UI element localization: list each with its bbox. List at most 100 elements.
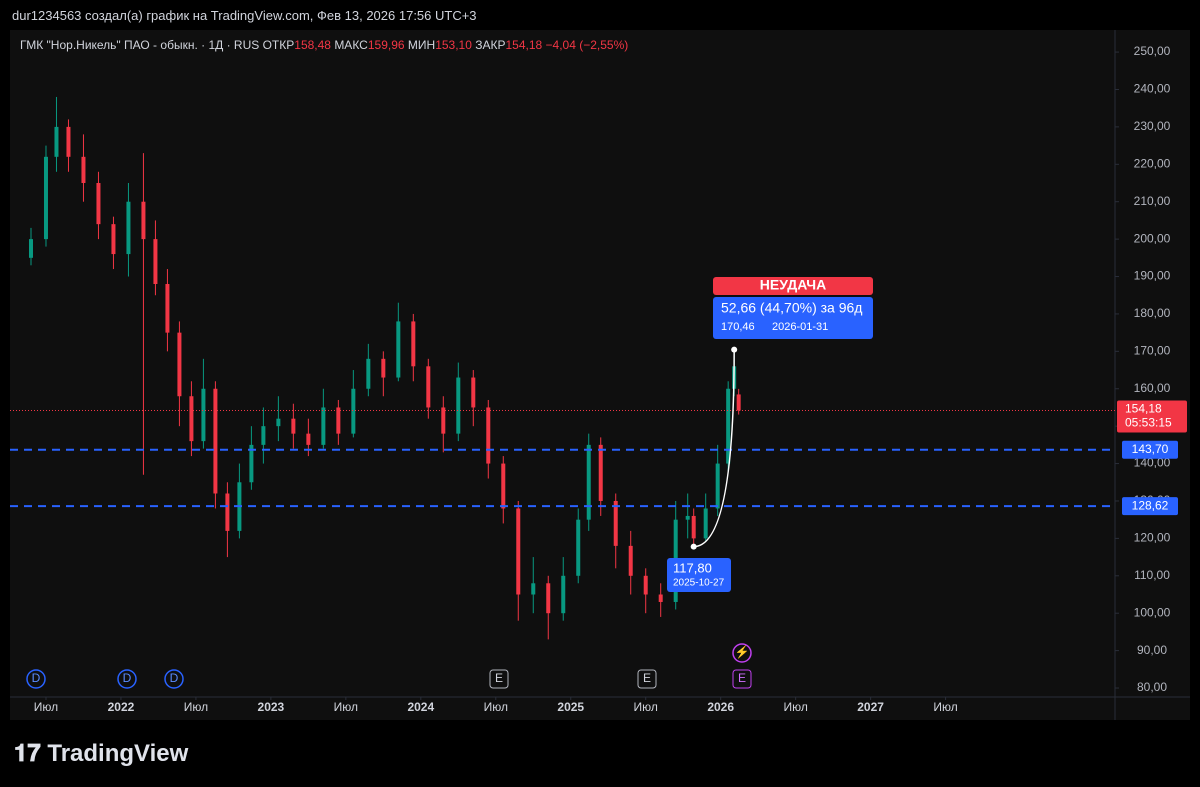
candle-body bbox=[306, 433, 311, 445]
candle-body bbox=[531, 583, 536, 595]
brand-logo[interactable]: 𝟏𝟕 TradingView bbox=[14, 740, 188, 768]
dividend-icon[interactable] bbox=[26, 669, 46, 689]
icon-glyph: E bbox=[643, 671, 651, 685]
candle-body bbox=[613, 500, 618, 546]
candle-body bbox=[471, 377, 476, 408]
candle-body bbox=[516, 508, 521, 595]
candle-body bbox=[561, 575, 566, 614]
candle-body bbox=[715, 463, 720, 509]
candle-body bbox=[291, 418, 296, 434]
candle-body bbox=[81, 156, 86, 184]
candle-body bbox=[486, 407, 491, 464]
close-label: ЗАКР bbox=[475, 38, 506, 52]
y-tick-label: 90,00 bbox=[1137, 643, 1167, 657]
high-value: 159,96 bbox=[367, 38, 405, 52]
y-tick-label: 240,00 bbox=[1134, 82, 1171, 96]
candle-body bbox=[28, 239, 33, 258]
symbol: ГМК "Нор.Никель" ПАО - обыкн. · 1Д · RUS bbox=[20, 38, 260, 52]
caption: dur1234563 создал(а) график на TradingVi… bbox=[12, 8, 477, 23]
candle-body bbox=[165, 284, 170, 333]
countdown: 05:53:15 bbox=[1125, 416, 1172, 430]
icon-glyph: ⚡ bbox=[735, 645, 750, 659]
candle-body bbox=[213, 388, 218, 494]
earnings-icon[interactable] bbox=[637, 669, 657, 689]
candle-body bbox=[586, 444, 591, 520]
status-box bbox=[713, 277, 873, 295]
measure-start bbox=[690, 543, 697, 550]
last-price-label: 154,18 bbox=[1125, 402, 1162, 416]
end-price: 170,46 bbox=[721, 321, 755, 333]
level-label: 143,70 bbox=[1132, 442, 1169, 456]
candle-body bbox=[126, 201, 131, 255]
x-tick-label: 2027 bbox=[857, 700, 884, 714]
candle-body bbox=[177, 332, 182, 397]
last-price-box bbox=[1117, 400, 1187, 433]
candle-body bbox=[54, 126, 59, 157]
x-tick-label: Июл bbox=[933, 700, 957, 714]
level-label: 128,62 bbox=[1132, 498, 1169, 512]
candle-body bbox=[426, 366, 431, 408]
y-tick-label: 140,00 bbox=[1134, 456, 1171, 470]
y-tick-label: 100,00 bbox=[1134, 605, 1171, 619]
y-tick-label: 190,00 bbox=[1134, 269, 1171, 283]
earnings-icon[interactable] bbox=[732, 669, 752, 689]
candle-body bbox=[261, 426, 266, 445]
low-value: 153,10 bbox=[435, 38, 472, 52]
level-label-box bbox=[1122, 497, 1178, 516]
low-label: МИН bbox=[407, 38, 436, 52]
icon-glyph: D bbox=[170, 671, 179, 685]
high-label: МАКС bbox=[334, 38, 368, 52]
events: D D D E E E ⚡ bbox=[26, 643, 752, 689]
earnings-icon[interactable] bbox=[489, 669, 509, 689]
icon-glyph: D bbox=[32, 671, 41, 685]
candle-body bbox=[96, 183, 101, 225]
brand-mark: 𝟏𝟕 bbox=[14, 740, 48, 767]
candle-body bbox=[643, 575, 648, 595]
y-tick-label: 180,00 bbox=[1134, 306, 1171, 320]
open-value: 158,48 bbox=[294, 38, 331, 52]
start-date: 2025-10-27 bbox=[673, 578, 725, 589]
candle-body bbox=[43, 156, 48, 240]
y-tick-label: 170,00 bbox=[1134, 344, 1171, 358]
candle-body bbox=[111, 224, 116, 255]
candle-body bbox=[501, 463, 506, 509]
legend-info: ГМК "Нор.Никель" ПАО - обыкн. · 1Д · RUS… bbox=[20, 38, 628, 52]
candle-body bbox=[691, 515, 696, 539]
y-tick-label: 160,00 bbox=[1134, 381, 1171, 395]
icon-glyph: D bbox=[123, 671, 132, 685]
open-label: ОТКР bbox=[262, 38, 295, 52]
y-tick-label: 110,00 bbox=[1134, 568, 1170, 582]
y-tick-label: 210,00 bbox=[1134, 194, 1171, 208]
candle-body bbox=[546, 583, 551, 614]
candle-body bbox=[576, 519, 581, 576]
y-tick-label: 120,00 bbox=[1134, 531, 1171, 545]
candle-body bbox=[396, 321, 401, 378]
change: −4,04 (−2,55%) bbox=[545, 38, 629, 52]
status-label: НЕУДАЧА bbox=[760, 277, 826, 293]
split-icon[interactable] bbox=[732, 643, 752, 663]
candle-body bbox=[336, 407, 341, 434]
start-price: 117,80 bbox=[673, 560, 712, 575]
candle-body bbox=[201, 388, 206, 442]
candle-body bbox=[381, 358, 386, 378]
candle-body bbox=[685, 515, 690, 520]
dividend-icon[interactable] bbox=[164, 669, 184, 689]
candle-body bbox=[598, 444, 603, 501]
measure-curve bbox=[693, 349, 735, 548]
x-tick-label: 2025 bbox=[557, 700, 584, 714]
candle-body bbox=[141, 201, 146, 240]
level-label-box bbox=[1122, 440, 1178, 459]
close-value: 154,18 bbox=[505, 38, 543, 52]
candle-body bbox=[189, 396, 194, 442]
pane bbox=[10, 30, 1190, 720]
x-tick-label: Июл bbox=[184, 700, 208, 714]
summary-box bbox=[713, 297, 873, 339]
y-tick-label: 80,00 bbox=[1137, 680, 1167, 694]
measure-end bbox=[731, 346, 738, 353]
y-tick-label: 230,00 bbox=[1134, 119, 1171, 133]
icon-glyph: E bbox=[738, 671, 746, 685]
end-date: 2026-01-31 bbox=[772, 321, 828, 333]
x-tick-label: Июл bbox=[634, 700, 658, 714]
candle-body bbox=[411, 321, 416, 367]
dividend-icon[interactable] bbox=[117, 669, 137, 689]
